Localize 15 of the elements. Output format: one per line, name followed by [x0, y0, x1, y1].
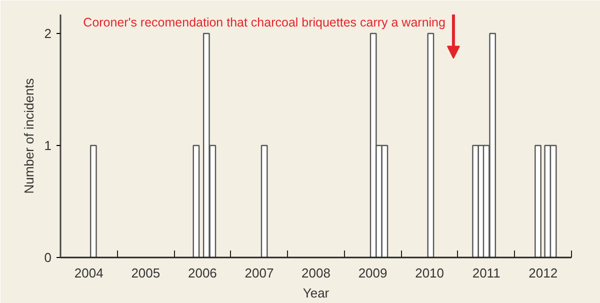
x-tick-label: 2010	[415, 266, 444, 280]
x-tick-label: 2007	[244, 266, 274, 280]
x-tick-label: 2005	[131, 266, 160, 280]
y-tick-label: 2	[44, 26, 52, 42]
y-tick-label: 1	[44, 138, 52, 154]
y-axis-title: Number of incidents	[21, 78, 36, 194]
x-tick-label: 2011	[472, 266, 500, 280]
x-tick-label: 2012	[528, 266, 558, 280]
x-tick-label: 2006	[188, 266, 217, 280]
y-tick-label: 0	[44, 250, 52, 265]
annotation: Coroner's recomendation that charcoal briquettes carry a warning	[83, 16, 446, 30]
x-axis-title: Year	[302, 286, 330, 300]
x-tick-label: 2004	[74, 266, 104, 280]
x-tick-label: 2009	[358, 266, 388, 280]
x-tick-label: 2008	[302, 266, 330, 280]
